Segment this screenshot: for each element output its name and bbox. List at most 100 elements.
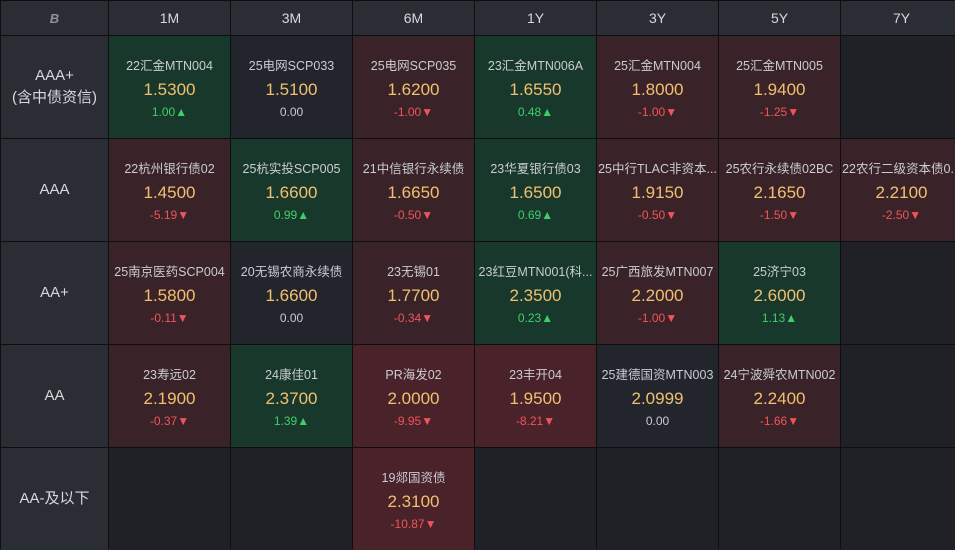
yield-value: 1.8000 (631, 80, 684, 99)
bond-cell[interactable]: 25汇金MTN005 1.9400 -1.25▼ (719, 36, 840, 138)
bond-name: 25汇金MTN004 (614, 59, 701, 73)
bond-cell[interactable]: 25中行TLAC非资本... 1.9150 -0.50▼ (597, 139, 718, 241)
tenor-header[interactable]: 1Y (475, 1, 596, 35)
bond-cell[interactable]: 25南京医药SCP004 1.5800 -0.11▼ (109, 242, 230, 344)
empty-cell (841, 242, 955, 344)
tenor-header[interactable]: 5Y (719, 1, 840, 35)
bond-name: 25中行TLAC非资本... (598, 162, 717, 176)
bond-cell[interactable]: 25汇金MTN004 1.8000 -1.00▼ (597, 36, 718, 138)
yield-change: 1.13▲ (761, 311, 798, 325)
bond-cell[interactable]: 22汇金MTN004 1.5300 1.00▲ (109, 36, 230, 138)
yield-value: 1.6600 (265, 286, 318, 305)
tenor-header[interactable]: 7Y (841, 1, 955, 35)
bond-cell[interactable]: 22杭州银行债02 1.4500 -5.19▼ (109, 139, 230, 241)
yield-change: -1.50▼ (759, 208, 800, 222)
yield-change: -1.66▼ (759, 414, 800, 428)
bond-cell[interactable]: 24康佳01 2.3700 1.39▲ (231, 345, 352, 447)
yield-change: 0.23▲ (517, 311, 554, 325)
yield-value: 2.1650 (753, 183, 806, 202)
yield-value: 2.2100 (875, 183, 928, 202)
bond-name: 21中信银行永续债 (362, 162, 465, 176)
yield-value: 1.9150 (631, 183, 684, 202)
bond-cell[interactable]: 20无锡农商永续债 1.6600 0.00 (231, 242, 352, 344)
bond-cell[interactable]: 21中信银行永续债 1.6650 -0.50▼ (353, 139, 474, 241)
yield-value: 1.6650 (387, 183, 440, 202)
yield-value: 1.5300 (143, 80, 196, 99)
yield-value: 2.0999 (631, 389, 684, 408)
bond-cell[interactable]: 23寿远02 2.1900 -0.37▼ (109, 345, 230, 447)
yield-value: 1.5800 (143, 286, 196, 305)
yield-change: -0.50▼ (393, 208, 434, 222)
bond-cell[interactable]: PR海发02 2.0000 -9.95▼ (353, 345, 474, 447)
bond-name: 19郯国资债 (381, 471, 446, 485)
rating-row-label: AA (1, 345, 108, 447)
bond-cell[interactable]: 25建德国资MTN003 2.0999 0.00 (597, 345, 718, 447)
yield-value: 1.6550 (509, 80, 562, 99)
rating-row-label: AAA (1, 139, 108, 241)
tenor-header[interactable]: 1M (109, 1, 230, 35)
yield-value: 2.1900 (143, 389, 196, 408)
bond-cell[interactable]: 25农行永续债02BC 2.1650 -1.50▼ (719, 139, 840, 241)
bond-cell[interactable]: 19郯国资债 2.3100 -10.87▼ (353, 448, 474, 550)
bond-name: 23红豆MTN001(科... (478, 265, 593, 279)
yield-change: -1.25▼ (759, 105, 800, 119)
yield-change: 0.69▲ (517, 208, 554, 222)
yield-value: 1.9400 (753, 80, 806, 99)
yield-value: 1.7700 (387, 286, 440, 305)
bond-name: PR海发02 (385, 368, 442, 382)
tenor-header[interactable]: 3Y (597, 1, 718, 35)
empty-cell (231, 448, 352, 550)
bond-name: 25杭实投SCP005 (242, 162, 341, 176)
yield-change: 0.99▲ (273, 208, 310, 222)
yield-change: -1.00▼ (637, 105, 678, 119)
empty-cell (475, 448, 596, 550)
yield-value: 2.2400 (753, 389, 806, 408)
rating-row-label: AA-及以下 (1, 448, 108, 550)
rating-label: AA+ (40, 284, 69, 301)
tenor-header[interactable]: 6M (353, 1, 474, 35)
empty-cell (109, 448, 230, 550)
yield-value: 1.5100 (265, 80, 318, 99)
bond-name: 25汇金MTN005 (736, 59, 823, 73)
yield-change: 0.00 (279, 311, 304, 325)
bond-name: 23丰开04 (509, 368, 562, 382)
bond-name: 23华夏银行债03 (490, 162, 581, 176)
yield-value: 2.3100 (387, 492, 440, 511)
bond-cell[interactable]: 23汇金MTN006A 1.6550 0.48▲ (475, 36, 596, 138)
yield-change: 0.00 (279, 105, 304, 119)
yield-value: 2.0000 (387, 389, 440, 408)
bond-cell[interactable]: 24宁波舜农MTN002 2.2400 -1.66▼ (719, 345, 840, 447)
bond-name: 25建德国资MTN003 (601, 368, 714, 382)
bond-name: 25电网SCP035 (370, 59, 457, 73)
bond-cell[interactable]: 23华夏银行债03 1.6500 0.69▲ (475, 139, 596, 241)
bond-cell[interactable]: 25电网SCP035 1.6200 -1.00▼ (353, 36, 474, 138)
tenor-header[interactable]: 3M (231, 1, 352, 35)
rating-label: AA-及以下 (19, 490, 90, 507)
bond-cell[interactable]: 25济宁03 2.6000 1.13▲ (719, 242, 840, 344)
yield-change: 0.00 (645, 414, 670, 428)
yield-value: 2.2000 (631, 286, 684, 305)
bond-cell[interactable]: 25杭实投SCP005 1.6600 0.99▲ (231, 139, 352, 241)
yield-change: -2.50▼ (881, 208, 922, 222)
bond-cell[interactable]: 25电网SCP033 1.5100 0.00 (231, 36, 352, 138)
yield-change: -10.87▼ (390, 517, 437, 531)
yield-change: -5.19▼ (149, 208, 190, 222)
bond-cell[interactable]: 23无锡01 1.7700 -0.34▼ (353, 242, 474, 344)
yield-change: -0.34▼ (393, 311, 434, 325)
bond-name: 23汇金MTN006A (487, 59, 584, 73)
bond-name: 25农行永续债02BC (725, 162, 834, 176)
bond-cell[interactable]: 22农行二级资本债0... 2.2100 -2.50▼ (841, 139, 955, 241)
bond-name: 22杭州银行债02 (124, 162, 215, 176)
bond-cell[interactable]: 23红豆MTN001(科... 2.3500 0.23▲ (475, 242, 596, 344)
bond-name: 23寿远02 (143, 368, 196, 382)
yield-value: 1.6200 (387, 80, 440, 99)
rating-label: AA (44, 387, 65, 404)
yield-value: 2.3700 (265, 389, 318, 408)
rating-label: AAA+ (35, 67, 74, 84)
bond-cell[interactable]: 23丰开04 1.9500 -8.21▼ (475, 345, 596, 447)
bond-cell[interactable]: 25广西旅发MTN007 2.2000 -1.00▼ (597, 242, 718, 344)
bond-name: 22汇金MTN004 (126, 59, 213, 73)
yield-value: 1.9500 (509, 389, 562, 408)
yield-value: 1.6500 (509, 183, 562, 202)
